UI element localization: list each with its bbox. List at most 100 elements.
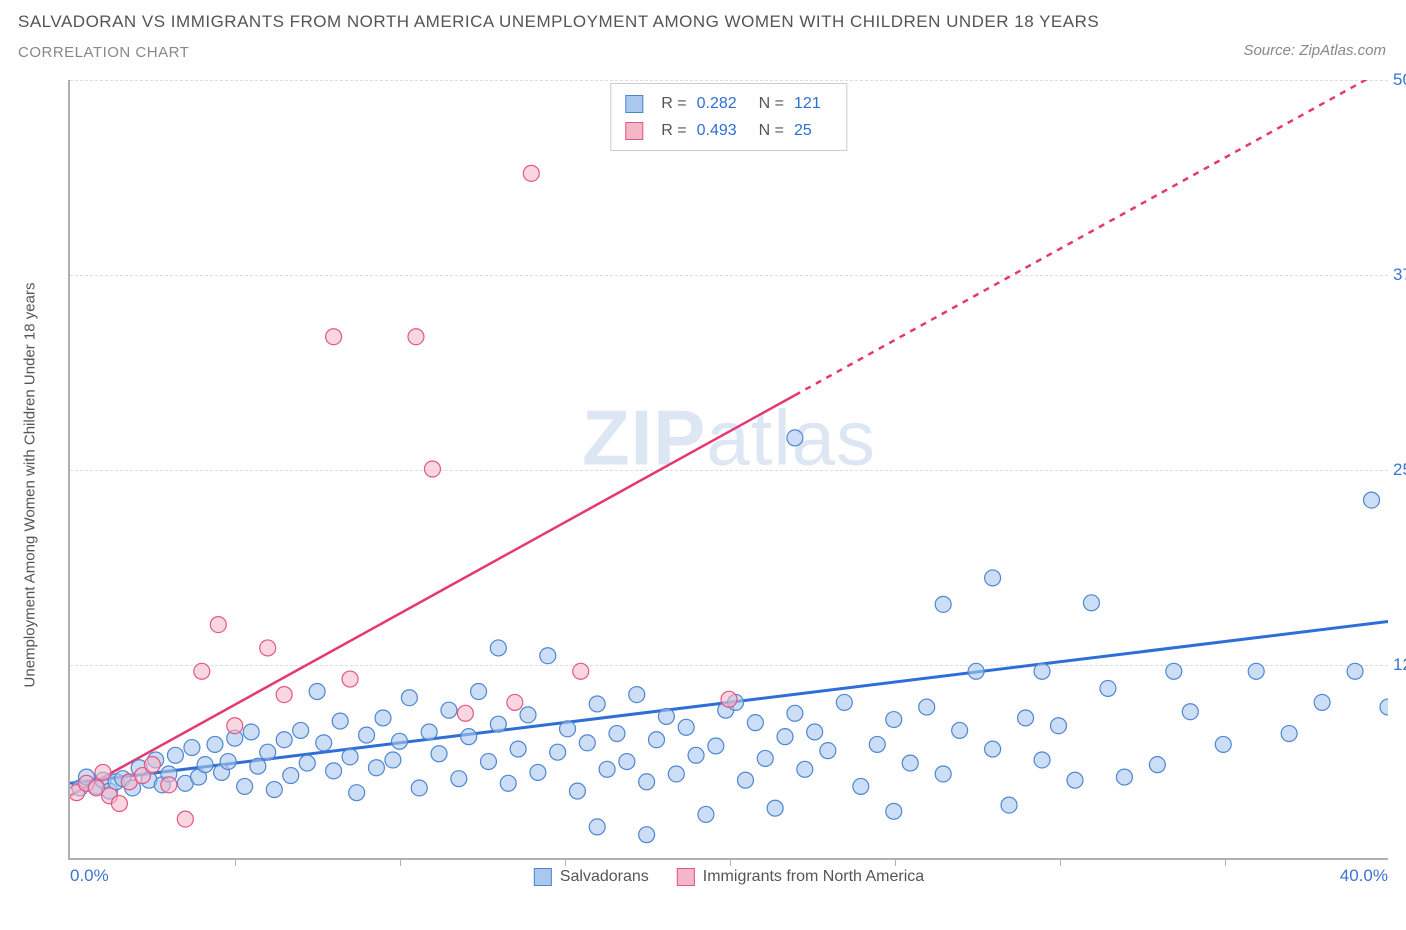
stat-r-label: R = xyxy=(661,90,686,117)
x-tick xyxy=(1060,858,1061,866)
data-point xyxy=(299,755,315,771)
data-point xyxy=(589,819,605,835)
y-tick-label: 37.5% xyxy=(1393,265,1406,285)
data-point xyxy=(869,736,885,752)
data-point xyxy=(471,684,487,700)
data-point xyxy=(1182,704,1198,720)
data-point xyxy=(1347,663,1363,679)
correlation-legend: R = 0.282N = 121R = 0.493N = 25 xyxy=(610,83,847,151)
data-point xyxy=(227,718,243,734)
stat-n-label: N = xyxy=(759,90,784,117)
data-point xyxy=(902,755,918,771)
data-point xyxy=(698,806,714,822)
data-point xyxy=(1215,736,1231,752)
data-point xyxy=(177,811,193,827)
data-point xyxy=(316,735,332,751)
data-point xyxy=(550,744,566,760)
data-point xyxy=(1100,680,1116,696)
data-point xyxy=(767,800,783,816)
data-point xyxy=(1364,492,1380,508)
data-point xyxy=(836,694,852,710)
plot-area: R = 0.282N = 121R = 0.493N = 25 ZIPatlas… xyxy=(68,80,1388,860)
data-point xyxy=(619,754,635,770)
x-tick xyxy=(895,858,896,866)
data-point xyxy=(853,778,869,794)
data-point xyxy=(935,766,951,782)
legend-swatch xyxy=(625,122,643,140)
data-point xyxy=(457,705,473,721)
data-point xyxy=(250,758,266,774)
data-point xyxy=(210,617,226,633)
data-point xyxy=(197,757,213,773)
data-point xyxy=(408,329,424,345)
data-point xyxy=(935,596,951,612)
data-point xyxy=(523,165,539,181)
data-point xyxy=(359,727,375,743)
x-min-label: 0.0% xyxy=(70,866,109,886)
data-point xyxy=(649,732,665,748)
data-point xyxy=(243,724,259,740)
data-point xyxy=(1067,772,1083,788)
correlation-legend-row: R = 0.282N = 121 xyxy=(625,90,832,117)
data-point xyxy=(451,771,467,787)
data-point xyxy=(968,663,984,679)
data-point xyxy=(111,796,127,812)
data-point xyxy=(1001,797,1017,813)
data-point xyxy=(461,729,477,745)
data-point xyxy=(678,719,694,735)
x-tick xyxy=(730,858,731,866)
data-point xyxy=(639,774,655,790)
x-tick xyxy=(400,858,401,866)
data-point xyxy=(721,691,737,707)
chart-source: Source: ZipAtlas.com xyxy=(1243,42,1386,59)
data-point xyxy=(1149,757,1165,773)
legend-swatch xyxy=(534,868,552,886)
data-point xyxy=(220,754,236,770)
data-point xyxy=(342,671,358,687)
stat-r-label: R = xyxy=(661,117,686,144)
stat-n-label: N = xyxy=(759,117,784,144)
series-legend-item: Immigrants from North America xyxy=(677,868,924,886)
chart-title: SALVADORAN VS IMMIGRANTS FROM NORTH AMER… xyxy=(18,12,1099,32)
data-point xyxy=(688,747,704,763)
data-point xyxy=(431,746,447,762)
series-legend-label: Immigrants from North America xyxy=(703,868,924,885)
data-point xyxy=(569,783,585,799)
stat-r-value: 0.493 xyxy=(697,117,737,144)
y-axis-label: Unemployment Among Women with Children U… xyxy=(22,283,39,688)
data-point xyxy=(144,757,160,773)
stat-n-value: 121 xyxy=(794,90,821,117)
data-point xyxy=(283,768,299,784)
series-legend: Salvadorans Immigrants from North America xyxy=(534,868,924,886)
data-point xyxy=(777,729,793,745)
data-point xyxy=(757,750,773,766)
data-point xyxy=(1034,752,1050,768)
data-point xyxy=(658,708,674,724)
data-point xyxy=(500,775,516,791)
data-point xyxy=(385,752,401,768)
data-point xyxy=(260,640,276,656)
data-point xyxy=(1051,718,1067,734)
data-point xyxy=(737,772,753,788)
data-point xyxy=(95,764,111,780)
chart-container: Unemployment Among Women with Children U… xyxy=(40,80,1390,890)
data-point xyxy=(886,712,902,728)
data-point xyxy=(342,749,358,765)
data-point xyxy=(1018,710,1034,726)
data-point xyxy=(293,722,309,738)
data-point xyxy=(1248,663,1264,679)
data-point xyxy=(820,743,836,759)
data-point xyxy=(797,761,813,777)
data-point xyxy=(1314,694,1330,710)
data-point xyxy=(668,766,684,782)
data-point xyxy=(411,780,427,796)
data-point xyxy=(161,777,177,793)
data-point xyxy=(985,741,1001,757)
series-legend-label: Salvadorans xyxy=(560,868,649,885)
data-point xyxy=(401,690,417,706)
regression-line-dashed xyxy=(795,80,1388,395)
data-point xyxy=(1116,769,1132,785)
data-point xyxy=(629,687,645,703)
data-point xyxy=(441,702,457,718)
data-point xyxy=(1380,699,1388,715)
